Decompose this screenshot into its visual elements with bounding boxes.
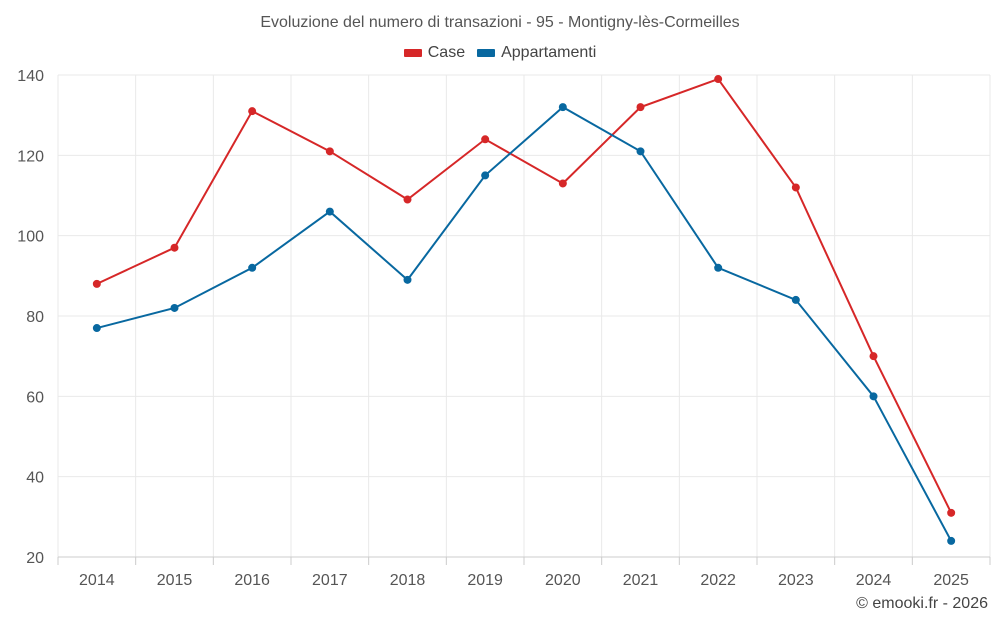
x-tick-label: 2023 bbox=[778, 572, 814, 589]
y-tick-label: 120 bbox=[17, 148, 44, 165]
y-tick-label: 140 bbox=[17, 68, 44, 85]
legend-item-appartamenti[interactable]: Appartamenti bbox=[477, 44, 596, 62]
data-point-case bbox=[481, 135, 490, 144]
y-tick-label: 100 bbox=[17, 229, 44, 246]
data-point-case bbox=[92, 279, 101, 288]
x-tick-label: 2022 bbox=[700, 572, 736, 589]
data-point-case bbox=[558, 179, 567, 188]
data-point-appartamenti bbox=[481, 171, 490, 180]
data-point-appartamenti bbox=[248, 263, 257, 272]
copyright-footer: © emooki.fr - 2026 bbox=[856, 595, 988, 612]
data-point-case bbox=[325, 147, 334, 156]
data-point-case bbox=[869, 352, 878, 361]
data-point-case bbox=[947, 508, 956, 517]
y-tick-label: 60 bbox=[26, 389, 44, 406]
data-point-appartamenti bbox=[714, 263, 723, 272]
x-tick-label: 2014 bbox=[79, 572, 115, 589]
data-point-appartamenti bbox=[636, 147, 645, 156]
series-line-appartamenti bbox=[96, 105, 953, 542]
data-point-appartamenti bbox=[170, 303, 179, 312]
data-point-case bbox=[714, 75, 723, 84]
x-tick-label: 2016 bbox=[234, 572, 270, 589]
y-tick-label: 40 bbox=[26, 470, 44, 487]
x-tick-label: 2018 bbox=[390, 572, 426, 589]
legend: Case Appartamenti bbox=[0, 44, 1000, 62]
x-tick-label: 2017 bbox=[312, 572, 348, 589]
data-point-case bbox=[170, 243, 179, 252]
legend-label-case: Case bbox=[427, 44, 466, 61]
data-point-appartamenti bbox=[92, 324, 101, 333]
legend-swatch-appartamenti bbox=[477, 49, 496, 57]
legend-item-case[interactable]: Case bbox=[403, 44, 466, 62]
data-point-case bbox=[636, 103, 645, 112]
data-point-appartamenti bbox=[869, 392, 878, 401]
legend-label-appartamenti: Appartamenti bbox=[501, 44, 597, 61]
data-point-appartamenti bbox=[558, 103, 567, 112]
data-point-appartamenti bbox=[325, 207, 334, 216]
data-point-case bbox=[248, 107, 257, 116]
legend-swatch-case bbox=[403, 49, 422, 57]
y-tick-label: 80 bbox=[26, 309, 44, 326]
data-point-appartamenti bbox=[947, 536, 956, 545]
x-tick-label: 2021 bbox=[623, 572, 659, 589]
data-point-case bbox=[403, 195, 412, 204]
y-tick-label: 20 bbox=[26, 550, 44, 567]
x-tick-label: 2019 bbox=[467, 572, 503, 589]
data-point-appartamenti bbox=[791, 295, 800, 304]
x-tick-label: 2024 bbox=[856, 572, 892, 589]
data-point-appartamenti bbox=[403, 275, 412, 284]
chart-title: Evoluzione del numero di transazioni - 9… bbox=[260, 14, 740, 31]
data-point-case bbox=[791, 183, 800, 192]
x-tick-label: 2015 bbox=[157, 572, 193, 589]
x-tick-label: 2020 bbox=[545, 572, 581, 589]
x-tick-label: 2025 bbox=[933, 572, 969, 589]
series-line-case bbox=[96, 77, 953, 514]
